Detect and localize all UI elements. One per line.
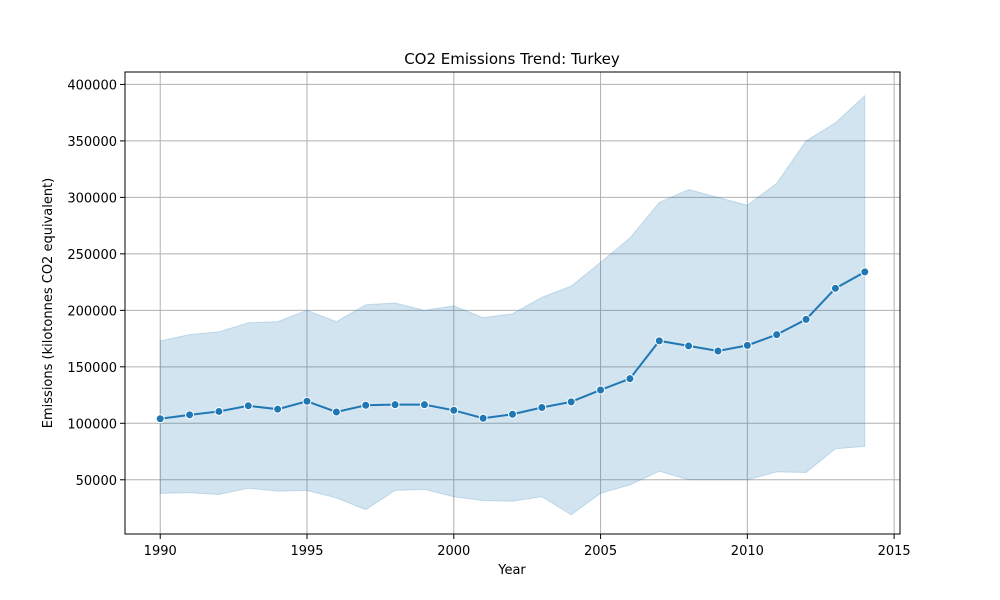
x-tick-label: 2010 <box>731 544 764 559</box>
y-tick-label: 250000 <box>67 248 117 263</box>
x-tick-label: 1990 <box>144 544 177 559</box>
data-point <box>273 404 283 414</box>
grid-lines <box>125 72 900 534</box>
data-point <box>860 267 870 277</box>
x-tick-label: 1995 <box>290 544 323 559</box>
data-point <box>508 409 517 419</box>
x-tick-label: 2005 <box>584 544 617 559</box>
data-point <box>478 413 488 423</box>
data-point <box>185 410 195 420</box>
data-point <box>625 374 635 384</box>
y-tick-label: 150000 <box>67 361 117 376</box>
x-tick-label: 2000 <box>437 544 470 559</box>
data-point <box>302 396 312 406</box>
chart-title: CO2 Emissions Trend: Turkey <box>404 50 620 68</box>
data-point <box>419 400 429 410</box>
plot-frame <box>124 71 901 535</box>
data-point <box>596 385 606 395</box>
data-point <box>772 330 782 340</box>
data-point <box>654 336 664 346</box>
y-tick-label: 50000 <box>76 474 117 489</box>
data-point <box>449 405 459 415</box>
data-point <box>742 340 752 350</box>
data-point <box>331 407 341 417</box>
data-point <box>830 283 840 293</box>
data-point <box>684 341 694 351</box>
data-point <box>537 402 547 412</box>
data-point <box>243 401 253 411</box>
y-axis-title: Emissions (kilotonnes CO2 equivalent) <box>41 178 56 428</box>
data-point <box>566 397 576 407</box>
y-tick-label: 400000 <box>67 78 117 93</box>
data-points <box>155 267 870 424</box>
x-tick-label: 2015 <box>878 544 911 559</box>
x-axis-ticks: 1990 1995 2000 2005 2010 2015 <box>144 534 911 559</box>
y-axis-ticks: 50000 100000 150000 200000 250000 300000 35000… <box>67 78 125 489</box>
x-axis-title: Year <box>497 563 526 578</box>
data-point <box>801 314 811 324</box>
data-point <box>155 414 165 424</box>
data-point <box>214 406 224 416</box>
data-point <box>713 346 723 356</box>
y-tick-label: 100000 <box>67 417 117 432</box>
y-tick-label: 350000 <box>67 135 117 150</box>
data-point <box>390 400 400 410</box>
y-tick-label: 200000 <box>67 304 117 319</box>
data-point <box>361 400 371 410</box>
y-tick-label: 300000 <box>67 191 117 206</box>
